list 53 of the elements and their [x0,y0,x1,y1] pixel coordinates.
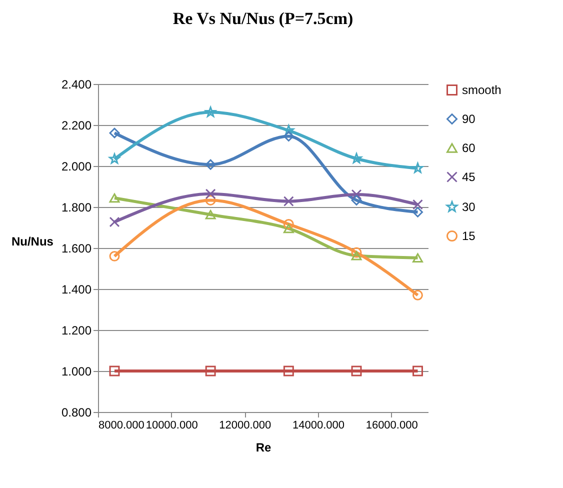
point [351,250,362,260]
x-tick-label: 14000.000 [292,420,344,432]
y-tick-label: 2.400 [61,78,92,92]
y-axis-title: Nu/Nus [11,234,54,248]
legend-label: 90 [462,112,476,126]
y-tick-label: 1.000 [61,364,92,378]
y-tick-label: 1.400 [61,282,92,296]
y-tick-label: 0.800 [61,406,92,420]
point [109,366,120,376]
chart-title: Re Vs Nu/Nus (P=7.5cm) [172,9,354,28]
y-tick-label: 1.600 [61,242,92,256]
point [109,193,120,203]
point [412,162,424,173]
point [412,206,423,218]
x-axis-title: Re [256,440,272,454]
point [412,366,423,376]
point [205,159,216,170]
point [283,219,294,230]
point [351,189,362,200]
y-tick-label: 2.000 [61,160,92,174]
legend-label: 60 [462,141,476,155]
legend-label: 45 [462,170,476,184]
point [109,153,120,164]
point [205,195,216,206]
point [412,290,423,300]
point [109,216,120,228]
x-tick-label: 16000.000 [366,420,418,432]
point [351,152,362,164]
point [283,224,294,234]
x-tick-label: 8000.000 [98,420,144,432]
point [351,195,362,206]
point [283,196,294,206]
point [205,106,216,118]
point [283,131,294,142]
x-tick-label: 12000.000 [219,420,272,432]
legend-label: smooth [462,83,502,97]
point [109,250,120,262]
x-tick-label: 10000.000 [146,420,198,432]
point [283,124,294,136]
legend-label: 30 [462,200,476,214]
y-tick-label: 1.800 [61,200,92,214]
point [205,366,216,376]
y-tick-label: 2.200 [61,118,92,132]
point [351,247,362,258]
point [205,188,216,200]
point [412,199,423,210]
point [283,366,294,376]
point [109,128,120,138]
legend-label: 15 [462,229,476,243]
point [351,366,362,376]
point [205,210,216,220]
point [412,253,423,262]
y-tick-label: 1.200 [61,324,92,338]
